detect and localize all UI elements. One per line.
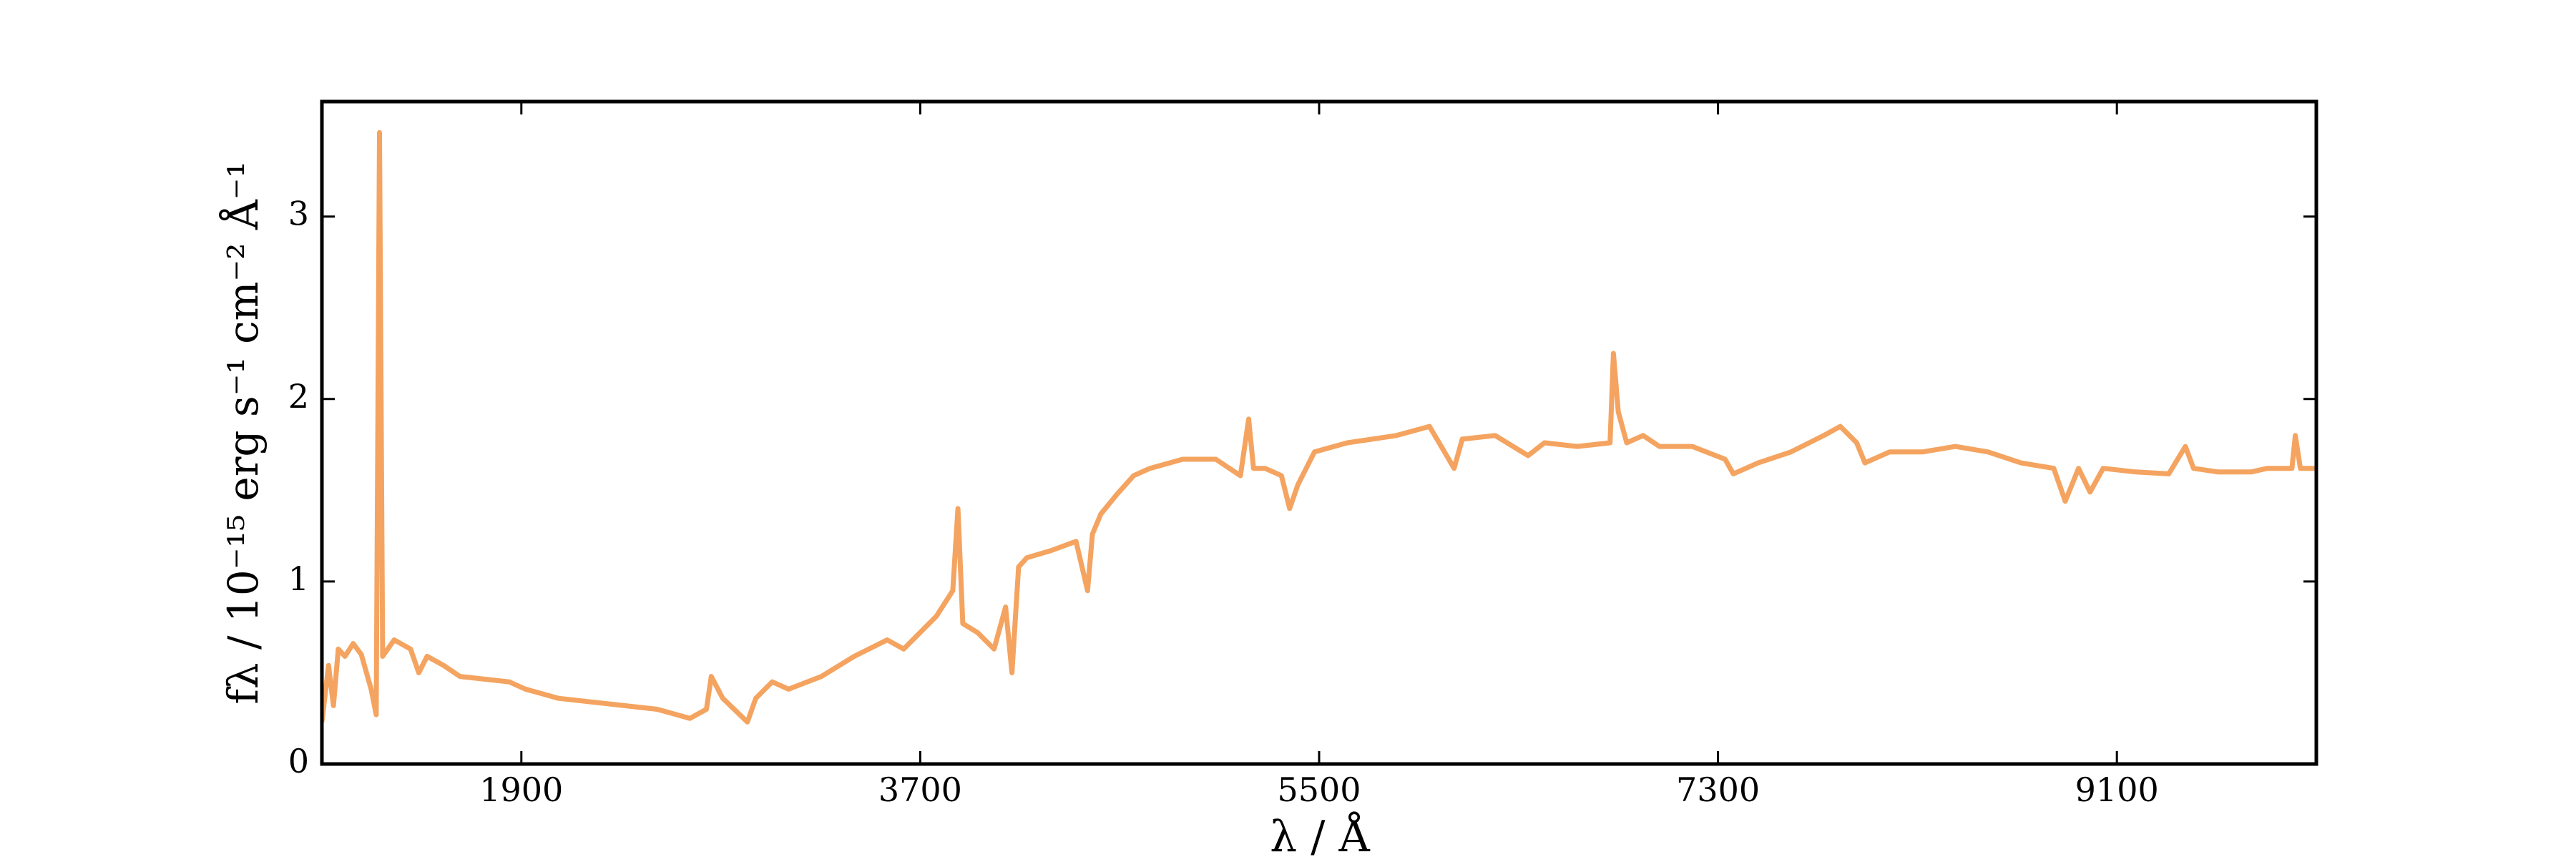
y-tick-label: 2 <box>288 377 309 416</box>
x-tick-label: 5500 <box>1277 770 1361 809</box>
x-tick-label: 9100 <box>2075 770 2159 809</box>
spectrum-line <box>322 129 2316 725</box>
plot-frame <box>320 99 2318 766</box>
y-tick-label: 3 <box>288 195 309 233</box>
y-tick-label: 0 <box>288 742 309 780</box>
y-tick-label: 1 <box>288 559 309 598</box>
x-axis-label: λ / Å <box>1270 811 1370 858</box>
x-tick-label: 7300 <box>1676 770 1760 809</box>
x-tick-label: 1900 <box>479 770 563 809</box>
x-tick-label: 3700 <box>878 770 962 809</box>
y-axis-label: fλ / 10⁻¹⁵ erg s⁻¹ cm⁻² Å⁻¹ <box>219 161 268 704</box>
